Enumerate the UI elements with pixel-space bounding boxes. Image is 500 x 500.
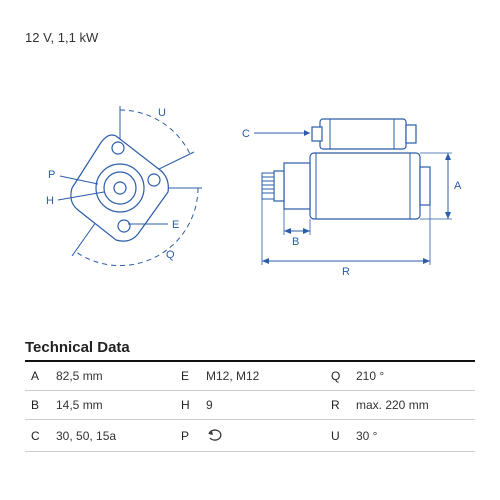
- cell-val: 82,5 mm: [50, 362, 175, 391]
- label-p: P: [48, 169, 55, 181]
- label-c: C: [242, 128, 250, 140]
- cell-val: 14,5 mm: [50, 391, 175, 420]
- cell-key: B: [25, 391, 50, 420]
- cell-key: A: [25, 362, 50, 391]
- cell-key: H: [175, 391, 200, 420]
- label-r: R: [342, 266, 350, 278]
- header-spec: 12 V, 1,1 kW: [25, 30, 475, 45]
- cell-key: C: [25, 420, 50, 452]
- cell-key: U: [325, 420, 350, 452]
- cell-val: 30 °: [350, 420, 475, 452]
- cell-val: 30, 50, 15a: [50, 420, 175, 452]
- cell-val: [200, 420, 325, 452]
- rotation-icon: [206, 427, 224, 444]
- label-q: Q: [166, 249, 175, 261]
- cell-key: Q: [325, 362, 350, 391]
- label-b: B: [292, 236, 299, 248]
- label-a: A: [454, 180, 462, 192]
- cell-key: E: [175, 362, 200, 391]
- cell-val: 210 °: [350, 362, 475, 391]
- table-row: A 82,5 mm E M12, M12 Q 210 °: [25, 362, 475, 391]
- cell-key: P: [175, 420, 200, 452]
- technical-data-title: Technical Data: [25, 339, 475, 362]
- label-e: E: [172, 219, 179, 231]
- table-row: C 30, 50, 15a P U 30 °: [25, 420, 475, 452]
- technical-data-table: A 82,5 mm E M12, M12 Q 210 ° B 14,5 mm H…: [25, 362, 475, 452]
- cell-val: 9: [200, 391, 325, 420]
- cell-val: M12, M12: [200, 362, 325, 391]
- table-row: B 14,5 mm H 9 R max. 220 mm: [25, 391, 475, 420]
- cell-val: max. 220 mm: [350, 391, 475, 420]
- label-h: H: [46, 195, 54, 207]
- technical-diagram: U Q P H E: [25, 53, 475, 333]
- label-u: U: [158, 107, 166, 119]
- cell-key: R: [325, 391, 350, 420]
